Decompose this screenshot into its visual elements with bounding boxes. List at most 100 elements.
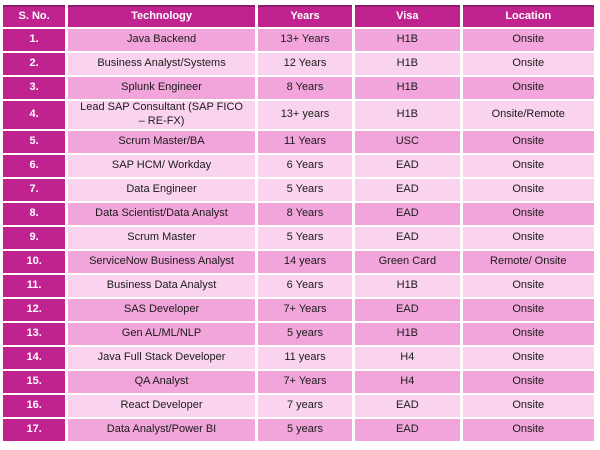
- cell-sno: 1.: [3, 29, 66, 51]
- cell-sno: 7.: [3, 178, 66, 201]
- cell-sno: 17.: [3, 418, 66, 441]
- cell-years: 7 years: [257, 394, 353, 417]
- table-row: 11. Business Data Analyst 6 Years H1B Onsite: [3, 274, 594, 297]
- table-row: 14. Java Full Stack Developer 11 years H4 On…: [3, 346, 594, 369]
- cell-sno: 2.: [3, 53, 66, 75]
- table-row: 17. Data Analyst/Power BI 5 years EAD Onsite: [3, 418, 594, 441]
- table-row: 12. SAS Developer 7+ Years EAD Onsite: [3, 298, 594, 321]
- cell-sno: 9.: [3, 226, 66, 249]
- table-row: 10. ServiceNow Business Analyst 14 years Gr…: [3, 250, 594, 273]
- cell-visa: H4: [355, 346, 460, 369]
- cell-location: Onsite: [462, 322, 594, 345]
- cell-years: 13+ Years: [257, 29, 353, 51]
- cell-visa: EAD: [355, 394, 460, 417]
- cell-sno: 15.: [3, 370, 66, 393]
- table-header-row: S. No. Technology Years Visa Location: [3, 5, 594, 27]
- cell-years: 6 Years: [257, 274, 353, 297]
- cell-visa: H4: [355, 370, 460, 393]
- cell-visa: H1B: [355, 29, 460, 51]
- cell-years: 6 Years: [257, 154, 353, 177]
- cell-sno: 11.: [3, 274, 66, 297]
- header-cell-technology: Technology: [68, 5, 255, 27]
- header-cell-years: Years: [257, 5, 353, 27]
- cell-technology: Business Analyst/Systems: [68, 53, 255, 75]
- cell-location: Onsite: [462, 202, 594, 225]
- cell-technology: React Developer: [68, 394, 255, 417]
- header-cell-visa: Visa: [355, 5, 460, 27]
- cell-location: Onsite: [462, 394, 594, 417]
- cell-location: Onsite: [462, 53, 594, 75]
- cell-location: Onsite: [462, 77, 594, 99]
- cell-location: Onsite: [462, 130, 594, 153]
- table-row: 15. QA Analyst 7+ Years H4 Onsite: [3, 370, 594, 393]
- cell-technology: Java Backend: [68, 29, 255, 51]
- cell-technology: Gen AL/ML/NLP: [68, 322, 255, 345]
- table-row: 2. Business Analyst/Systems 12 Years H1B Ons…: [3, 53, 594, 75]
- cell-years: 13+ years: [257, 101, 353, 129]
- cell-location: Onsite: [462, 274, 594, 297]
- cell-visa: H1B: [355, 77, 460, 99]
- cell-visa: Green Card: [355, 250, 460, 273]
- table-row: 7. Data Engineer 5 Years EAD Onsite: [3, 178, 594, 201]
- cell-location: Onsite: [462, 370, 594, 393]
- cell-visa: H1B: [355, 101, 460, 129]
- table-row: 4. Lead SAP Consultant (SAP FICO – RE-FX)…: [3, 101, 594, 129]
- cell-years: 5 Years: [257, 178, 353, 201]
- cell-location: Onsite: [462, 298, 594, 321]
- table-row: 8. Data Scientist/Data Analyst 8 Years EAD O…: [3, 202, 594, 225]
- cell-years: 7+ Years: [257, 370, 353, 393]
- cell-location: Onsite: [462, 226, 594, 249]
- cell-technology: Data Scientist/Data Analyst: [68, 202, 255, 225]
- cell-technology: SAS Developer: [68, 298, 255, 321]
- cell-visa: EAD: [355, 298, 460, 321]
- cell-sno: 14.: [3, 346, 66, 369]
- table-row: 16. React Developer 7 years EAD Onsite: [3, 394, 594, 417]
- table-row: 6. SAP HCM/ Workday 6 Years EAD Onsite: [3, 154, 594, 177]
- table-row: 3. Splunk Engineer 8 Years H1B Onsite: [3, 77, 594, 99]
- cell-technology: Scrum Master/BA: [68, 130, 255, 153]
- cell-technology: SAP HCM/ Workday: [68, 154, 255, 177]
- cell-technology: Business Data Analyst: [68, 274, 255, 297]
- cell-location: Onsite: [462, 418, 594, 441]
- table-row: 1. Java Backend 13+ Years H1B Onsite: [3, 29, 594, 51]
- table-row: 5. Scrum Master/BA 11 Years USC Onsite: [3, 130, 594, 153]
- cell-sno: 16.: [3, 394, 66, 417]
- cell-location: Remote/ Onsite: [462, 250, 594, 273]
- cell-visa: EAD: [355, 178, 460, 201]
- cell-technology: Scrum Master: [68, 226, 255, 249]
- cell-years: 8 Years: [257, 77, 353, 99]
- cell-visa: EAD: [355, 418, 460, 441]
- cell-years: 7+ Years: [257, 298, 353, 321]
- cell-years: 5 years: [257, 322, 353, 345]
- cell-sno: 13.: [3, 322, 66, 345]
- header-cell-location: Location: [462, 5, 594, 27]
- cell-years: 11 years: [257, 346, 353, 369]
- cell-technology: Splunk Engineer: [68, 77, 255, 99]
- table-row: 13. Gen AL/ML/NLP 5 years H1B Onsite: [3, 322, 594, 345]
- cell-visa: H1B: [355, 53, 460, 75]
- cell-sno: 4.: [3, 101, 66, 129]
- cell-technology: Lead SAP Consultant (SAP FICO – RE-FX): [68, 101, 255, 129]
- cell-visa: H1B: [355, 274, 460, 297]
- cell-years: 5 years: [257, 418, 353, 441]
- cell-visa: H1B: [355, 322, 460, 345]
- cell-location: Onsite: [462, 346, 594, 369]
- cell-years: 14 years: [257, 250, 353, 273]
- cell-location: Onsite: [462, 178, 594, 201]
- cell-visa: EAD: [355, 202, 460, 225]
- page-background: S. No. Technology Years Visa Location 1.…: [0, 3, 600, 450]
- cell-visa: USC: [355, 130, 460, 153]
- cell-location: Onsite/Remote: [462, 101, 594, 129]
- table-row: 9. Scrum Master 5 Years EAD Onsite: [3, 226, 594, 249]
- cell-sno: 5.: [3, 130, 66, 153]
- cell-years: 8 Years: [257, 202, 353, 225]
- cell-sno: 10.: [3, 250, 66, 273]
- cell-visa: EAD: [355, 154, 460, 177]
- cell-location: Onsite: [462, 154, 594, 177]
- cell-sno: 3.: [3, 77, 66, 99]
- cell-technology: Data Analyst/Power BI: [68, 418, 255, 441]
- cell-technology: QA Analyst: [68, 370, 255, 393]
- cell-years: 5 Years: [257, 226, 353, 249]
- cell-visa: EAD: [355, 226, 460, 249]
- cell-location: Onsite: [462, 29, 594, 51]
